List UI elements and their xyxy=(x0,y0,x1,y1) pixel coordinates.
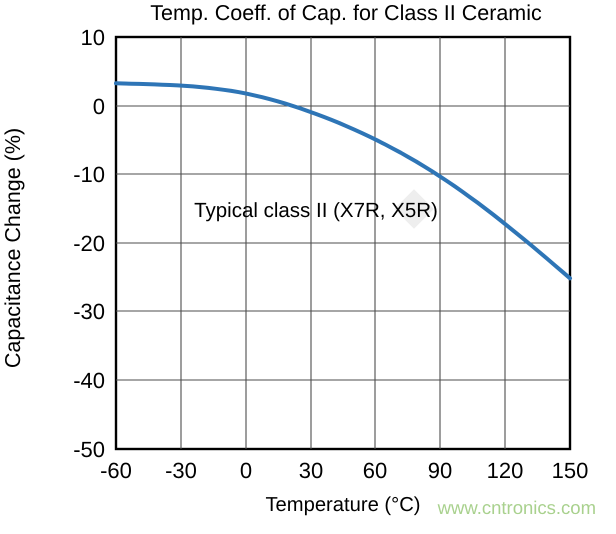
svg-text:0: 0 xyxy=(93,94,105,119)
svg-text:30: 30 xyxy=(299,458,323,483)
svg-text:-60: -60 xyxy=(100,458,132,483)
svg-text:90: 90 xyxy=(428,458,452,483)
svg-text:60: 60 xyxy=(363,458,387,483)
svg-text:-30: -30 xyxy=(165,458,197,483)
svg-text:-10: -10 xyxy=(73,162,105,187)
svg-text:-20: -20 xyxy=(73,231,105,256)
svg-text:Temperature (°C): Temperature (°C) xyxy=(265,494,420,516)
svg-text:Capacitance Change (%): Capacitance Change (%) xyxy=(1,128,25,368)
svg-text:10: 10 xyxy=(81,25,105,50)
svg-text:150: 150 xyxy=(552,458,589,483)
svg-text:Temp. Coeff. of Cap. for Class: Temp. Coeff. of Cap. for Class II Cerami… xyxy=(150,1,542,25)
svg-text:-30: -30 xyxy=(73,299,105,324)
svg-text:www.cntronics.com: www.cntronics.com xyxy=(437,497,596,518)
svg-text:0: 0 xyxy=(240,458,252,483)
svg-text:Typical class II (X7R, X5R): Typical class II (X7R, X5R) xyxy=(194,199,438,222)
svg-text:-40: -40 xyxy=(73,368,105,393)
svg-text:120: 120 xyxy=(487,458,524,483)
